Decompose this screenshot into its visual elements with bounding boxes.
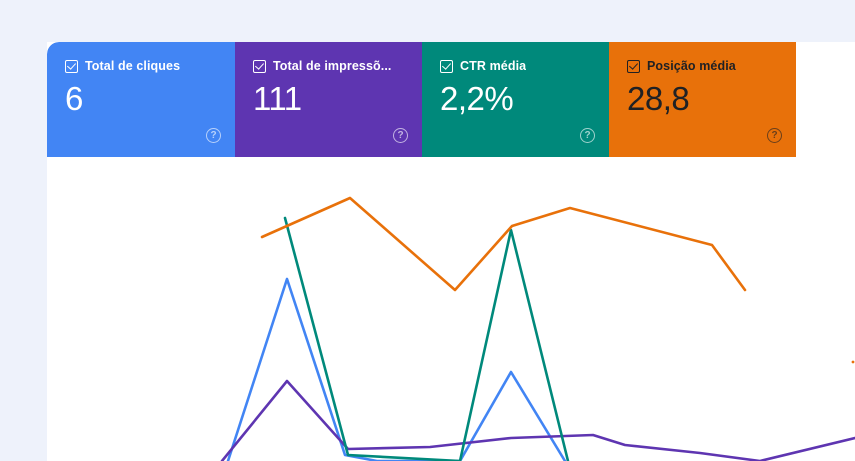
metric-card-value: 6 [65, 80, 83, 117]
chart-line-ctr-m-dia [283, 216, 570, 461]
chart-series-layer [220, 196, 855, 461]
metric-card-title: Posição média [647, 59, 736, 73]
help-circle-icon[interactable]: ? [580, 128, 595, 143]
performance-chart-svg[interactable] [47, 157, 855, 461]
help-circle-icon[interactable]: ? [393, 128, 408, 143]
metric-card-total-de-impressoes[interactable]: Total de impressõ... 111 ? [235, 42, 422, 157]
metric-card-value: 2,2% [440, 80, 514, 117]
metric-card-ctr-media[interactable]: CTR média 2,2% ? [422, 42, 609, 157]
checkbox-total-de-cliques[interactable] [65, 59, 78, 73]
metric-card-total-de-cliques[interactable]: Total de cliques 6 ? [47, 42, 235, 157]
metric-card-posicao-media[interactable]: Posição média 28,8 ? [609, 42, 796, 157]
help-circle-icon[interactable]: ? [206, 128, 221, 143]
chart-point-marker [851, 360, 855, 364]
checkbox-ctr-media[interactable] [440, 59, 453, 73]
metric-card-title: Total de impressõ... [273, 59, 392, 73]
metric-card-header: Posição média [627, 58, 780, 74]
checkbox-total-de-impressoes[interactable] [253, 59, 266, 73]
metric-card-value: 111 [253, 80, 302, 117]
chart-line-posi-o-m-dia [260, 196, 747, 292]
metric-card-header: CTR média [440, 58, 593, 74]
chart-line-total-de-impress-es [220, 379, 855, 461]
performance-chart[interactable] [47, 157, 855, 461]
metric-card-value: 28,8 [627, 80, 690, 117]
metric-card-header: Total de impressõ... [253, 58, 406, 74]
checkbox-posicao-media[interactable] [627, 59, 640, 73]
help-circle-icon[interactable]: ? [767, 128, 782, 143]
chart-line-total-de-cliques [226, 277, 567, 461]
metric-card-strip: Total de cliques 6 ? Total de impressõ..… [47, 42, 796, 157]
metric-card-title: Total de cliques [85, 59, 181, 73]
metric-card-title: CTR média [460, 59, 527, 73]
metric-card-header: Total de cliques [65, 58, 219, 74]
